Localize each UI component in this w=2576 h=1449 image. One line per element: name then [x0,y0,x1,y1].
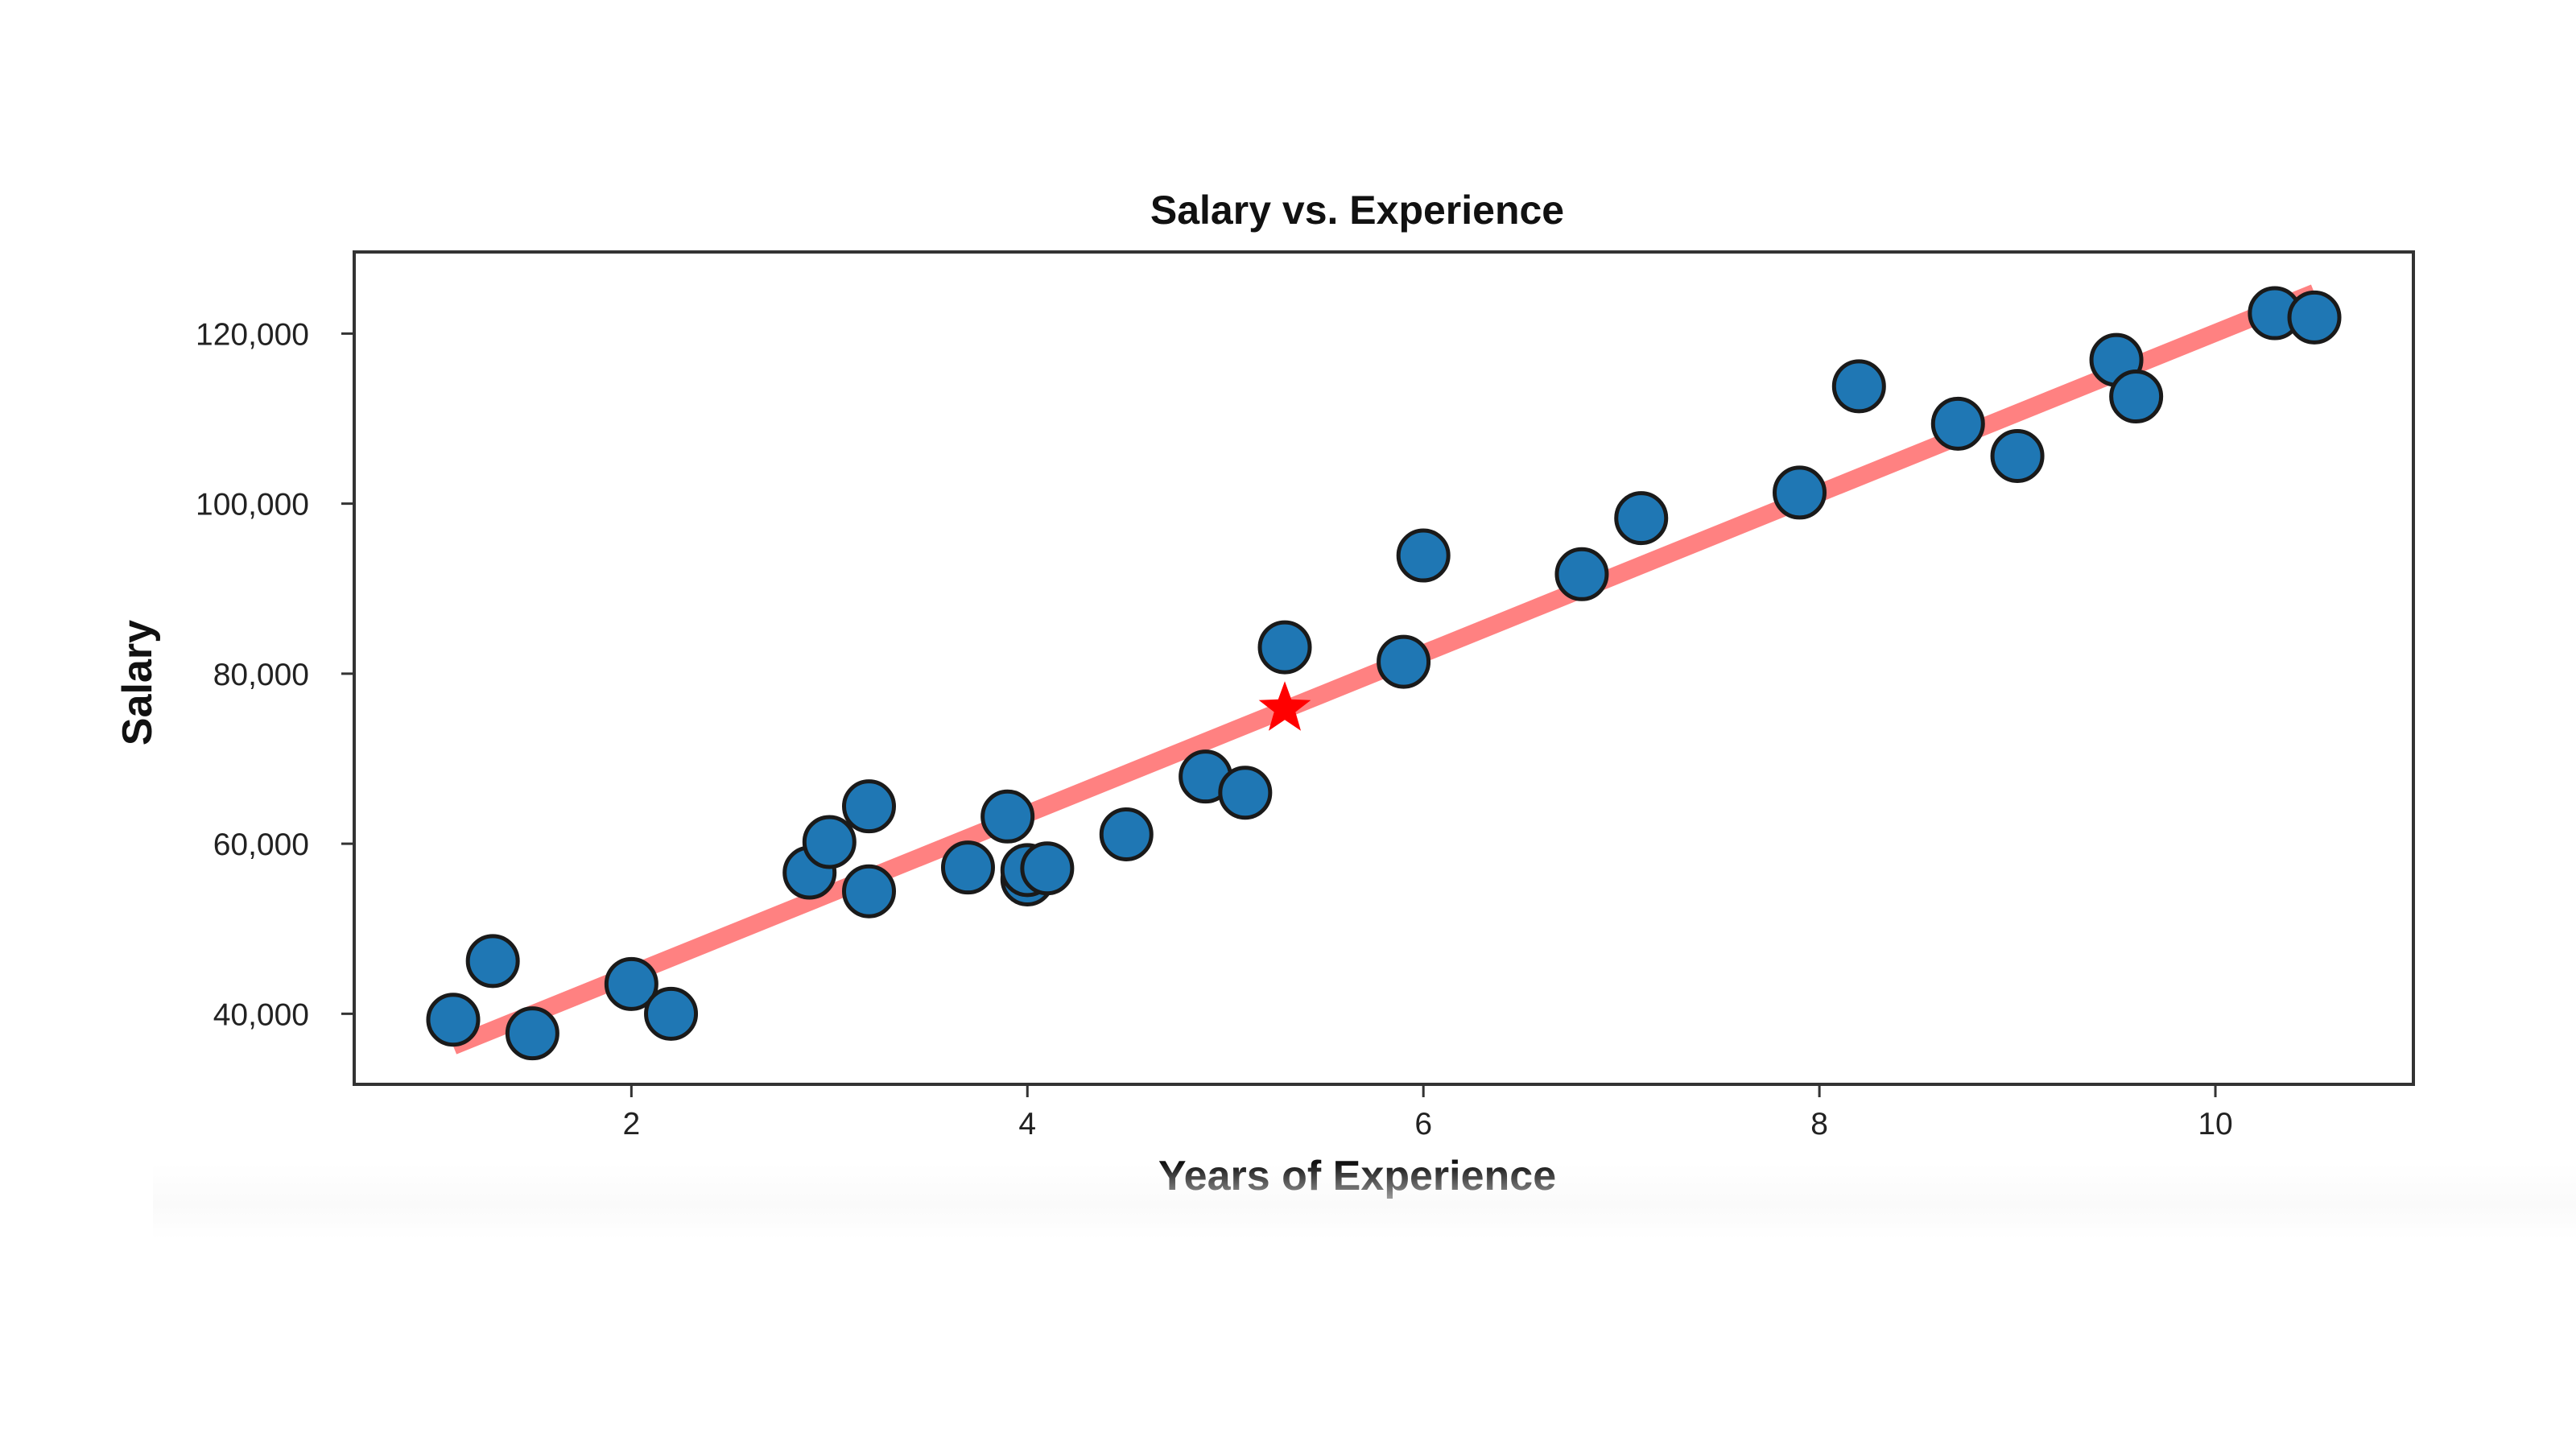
scatter-point [842,779,896,834]
y-tick-label: 100,000 [196,488,309,522]
scatter-point [1930,396,1985,451]
scatter-point [2109,369,2164,424]
y-tick-label: 120,000 [196,317,309,352]
x-tick-label: 2 [622,1107,640,1141]
x-axis-ticks: 2 4 6 8 10 [622,1084,2233,1141]
scatter-point [2287,290,2342,345]
scatter-point [802,815,857,869]
scatter-point [604,956,658,1011]
chart-title: Salary vs. Experience [1150,188,1564,233]
x-axis-label: Years of Experience [1158,1153,1556,1199]
scatter-point [1554,547,1609,601]
scatter-point [1257,620,1312,675]
scatter-point [940,840,995,895]
scatter-point [1218,766,1273,820]
highlight-star-marker [1258,681,1311,731]
scatter-point [1990,428,2045,483]
scatter-points-layer [426,286,2342,1061]
scatter-point [980,789,1035,844]
scatter-point [505,1006,559,1061]
scatter-point [1099,807,1154,861]
y-tick-label: 80,000 [213,658,309,692]
scatter-point [426,993,481,1047]
scatter-point [1377,634,1431,689]
scatter-point [1773,465,1827,520]
scatter-point [842,864,896,919]
x-tick-label: 4 [1018,1107,1036,1141]
y-tick-label: 60,000 [213,828,309,862]
highlight-marker-layer [1258,681,1311,731]
x-tick-label: 6 [1414,1107,1432,1141]
scatter-point [465,934,520,989]
y-axis-label: Salary [114,620,161,745]
scatter-point [1614,491,1669,546]
scatter-point [644,986,699,1041]
y-axis-ticks: 40,000 60,000 80,000 100,000 120,000 [196,317,354,1032]
scatter-point [1831,359,1886,414]
x-tick-label: 8 [1810,1107,1828,1141]
y-tick-label: 40,000 [213,997,309,1032]
x-tick-label: 10 [2198,1107,2232,1141]
scatter-point [1396,528,1451,583]
scatter-point [1020,841,1075,896]
